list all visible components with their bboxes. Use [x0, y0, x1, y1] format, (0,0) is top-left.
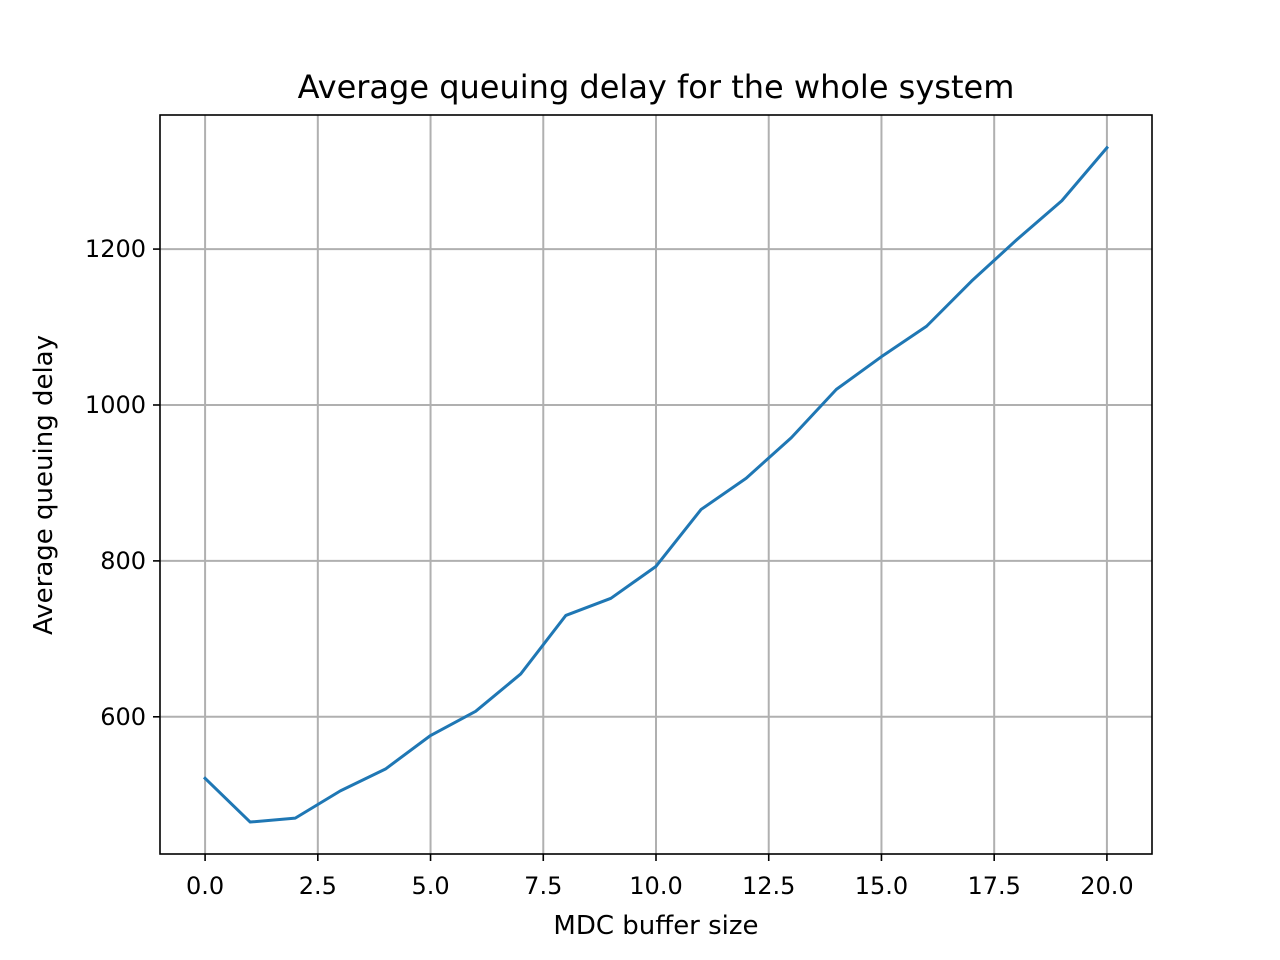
y-tick-label: 600: [100, 703, 146, 731]
x-axis-label: MDC buffer size: [553, 911, 758, 941]
x-tick-label: 2.5: [299, 872, 337, 900]
x-tick-label: 20.0: [1080, 872, 1133, 900]
x-tick-label: 7.5: [524, 872, 562, 900]
grid-lines: [160, 115, 1152, 854]
x-tick-label: 12.5: [742, 872, 795, 900]
y-tick-label: 1200: [85, 235, 146, 263]
x-tick-label: 5.0: [411, 872, 449, 900]
x-tick-label: 17.5: [967, 872, 1020, 900]
x-tick-label: 10.0: [629, 872, 682, 900]
x-tick-label: 0.0: [186, 872, 224, 900]
chart-title: Average queuing delay for the whole syst…: [298, 68, 1015, 106]
y-axis-label: Average queuing delay: [29, 335, 59, 635]
series-layer: [202, 145, 1110, 824]
x-tick-label: 15.0: [855, 872, 908, 900]
y-tick-label: 800: [100, 547, 146, 575]
y-tick-label: 1000: [85, 391, 146, 419]
axis-ticks: 0.0 2.5 5.0 7.5 10.0 12.5 15.0 17.5 20.0 600 800 10…: [85, 235, 1134, 900]
series-line: [202, 145, 1110, 824]
